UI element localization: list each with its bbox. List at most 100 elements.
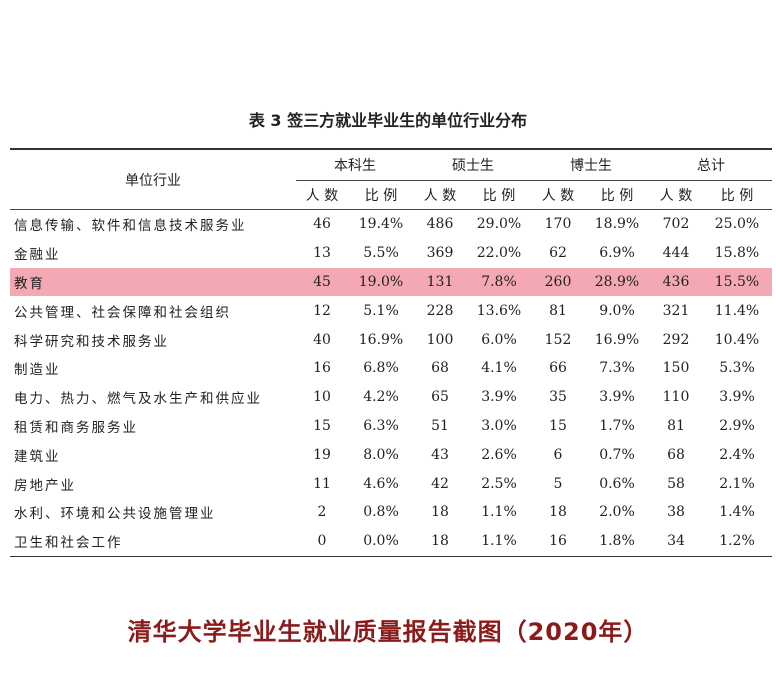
ratio-cell: 0.6% — [599, 475, 635, 492]
industry-name-cell: 租赁和商务服务业 — [14, 419, 138, 436]
count-cell: 702 — [662, 216, 690, 233]
count-cell: 486 — [426, 216, 454, 233]
ratio-cell: 9.0% — [599, 302, 635, 319]
screenshot-caption: 清华大学毕业生就业质量报告截图（2020年） — [127, 618, 649, 646]
count-cell: 5 — [553, 475, 563, 492]
ratio-cell: 1.8% — [584, 526, 650, 557]
sub-header-count: 人 数 — [414, 180, 466, 210]
table-row: 教育 45 19.0% 131 7.8% 260 28.9% 436 15.5% — [10, 267, 772, 297]
ratio-cell: 1.1% — [481, 504, 517, 521]
table-row: 科学研究和技术服务业 40 16.9% 100 6.0% 152 16.9% 292 10.4% — [10, 325, 772, 354]
industry-name-cell: 建筑业 — [14, 448, 61, 465]
count-cell: 62 — [549, 245, 567, 262]
sub-header-count: 人 数 — [650, 180, 702, 210]
industry-name-cell: 房地产业 — [14, 477, 76, 494]
ratio-cell: 16.9% — [358, 331, 404, 348]
sub-header-ratio: 比 例 — [466, 180, 532, 210]
ratio-cell: 2.1% — [719, 475, 755, 492]
count-cell: 35 — [549, 389, 567, 406]
ratio-cell: 7.8% — [466, 267, 532, 297]
ratio-cell: 11.4% — [714, 302, 760, 319]
industry-name-cell: 教育 — [10, 267, 296, 297]
ratio-cell: 5.3% — [719, 360, 755, 377]
ratio-cell: 2.0% — [599, 504, 635, 521]
table-row: 租赁和商务服务业 15 6.3% 51 3.0% 15 1.7% 81 2.9% — [10, 412, 772, 441]
ratio-cell: 29.0% — [476, 216, 522, 233]
ratio-cell: 6.8% — [363, 360, 399, 377]
ratio-cell: 0.7% — [599, 446, 635, 463]
count-cell: 46 — [313, 216, 331, 233]
count-cell: 321 — [662, 302, 690, 319]
ratio-cell: 5.5% — [363, 245, 399, 262]
table-row: 电力、热力、燃气及水生产和供应业 10 4.2% 65 3.9% 35 3.9% 110 3.9… — [10, 383, 772, 412]
count-cell: 16 — [313, 360, 331, 377]
industry-name-cell: 制造业 — [14, 362, 61, 379]
ratio-cell: 16.9% — [594, 331, 640, 348]
count-cell: 12 — [313, 302, 331, 319]
count-cell: 45 — [296, 267, 348, 297]
group-header-total: 总计 — [650, 148, 772, 181]
table-row: 水利、环境和公共设施管理业 2 0.8% 18 1.1% 18 2.0% 38 1.4% — [10, 498, 772, 527]
ratio-cell: 1.1% — [466, 526, 532, 557]
count-cell: 18 — [414, 526, 466, 557]
ratio-cell: 0.8% — [363, 504, 399, 521]
count-cell: 436 — [650, 267, 702, 297]
ratio-cell: 2.6% — [481, 446, 517, 463]
count-cell: 292 — [662, 331, 690, 348]
table-row: 金融业 13 5.5% 369 22.0% 62 6.9% 444 15.8% — [10, 239, 772, 268]
count-cell: 228 — [426, 302, 454, 319]
ratio-cell: 15.5% — [702, 267, 772, 297]
count-cell: 369 — [426, 245, 454, 262]
ratio-cell: 7.3% — [599, 360, 635, 377]
count-cell: 15 — [313, 417, 331, 434]
industry-name-cell: 信息传输、软件和信息技术服务业 — [14, 218, 247, 235]
count-cell: 260 — [532, 267, 584, 297]
ratio-cell: 2.5% — [481, 475, 517, 492]
count-cell: 170 — [544, 216, 572, 233]
group-header-master: 硕士生 — [414, 148, 532, 181]
count-cell: 131 — [414, 267, 466, 297]
ratio-cell: 6.0% — [481, 331, 517, 348]
count-cell: 81 — [549, 302, 567, 319]
count-cell: 15 — [549, 417, 567, 434]
ratio-cell: 1.2% — [702, 526, 772, 557]
industry-name-cell: 水利、环境和公共设施管理业 — [14, 506, 216, 523]
ratio-cell: 15.8% — [714, 245, 760, 262]
count-cell: 51 — [431, 417, 449, 434]
count-cell: 100 — [426, 331, 454, 348]
ratio-cell: 1.4% — [719, 504, 755, 521]
industry-name-cell: 卫生和社会工作 — [10, 526, 296, 557]
count-cell: 16 — [532, 526, 584, 557]
count-cell: 40 — [313, 331, 331, 348]
count-cell: 0 — [296, 526, 348, 557]
ratio-cell: 28.9% — [584, 267, 650, 297]
table-row: 卫生和社会工作 0 0.0% 18 1.1% 16 1.8% 34 1.2% — [10, 526, 772, 557]
ratio-cell: 3.9% — [599, 389, 635, 406]
table-row: 制造业 16 6.8% 68 4.1% 66 7.3% 150 5.3% — [10, 354, 772, 383]
sub-header-count: 人 数 — [296, 180, 348, 210]
ratio-cell: 5.1% — [363, 302, 399, 319]
count-cell: 68 — [431, 360, 449, 377]
ratio-cell: 25.0% — [714, 216, 760, 233]
ratio-cell: 10.4% — [714, 331, 760, 348]
ratio-cell: 4.2% — [363, 389, 399, 406]
ratio-cell: 6.9% — [599, 245, 635, 262]
table-row: 信息传输、软件和信息技术服务业 46 19.4% 486 29.0% 170 18.9% 70… — [10, 210, 772, 239]
ratio-cell: 22.0% — [476, 245, 522, 262]
table-row: 房地产业 11 4.6% 42 2.5% 5 0.6% 58 2.1% — [10, 469, 772, 498]
sub-header-ratio: 比 例 — [348, 180, 414, 210]
count-cell: 18 — [431, 504, 449, 521]
count-cell: 19 — [313, 446, 331, 463]
ratio-cell: 19.4% — [358, 216, 404, 233]
ratio-cell: 1.7% — [599, 417, 635, 434]
ratio-cell: 6.3% — [363, 417, 399, 434]
industry-name-cell: 科学研究和技术服务业 — [14, 333, 169, 350]
industry-name-cell: 金融业 — [14, 247, 61, 264]
count-cell: 11 — [313, 475, 331, 492]
ratio-cell: 8.0% — [363, 446, 399, 463]
count-cell: 34 — [650, 526, 702, 557]
sub-header-ratio: 比 例 — [584, 180, 650, 210]
sub-header-ratio: 比 例 — [702, 180, 772, 210]
count-cell: 2 — [317, 504, 327, 521]
